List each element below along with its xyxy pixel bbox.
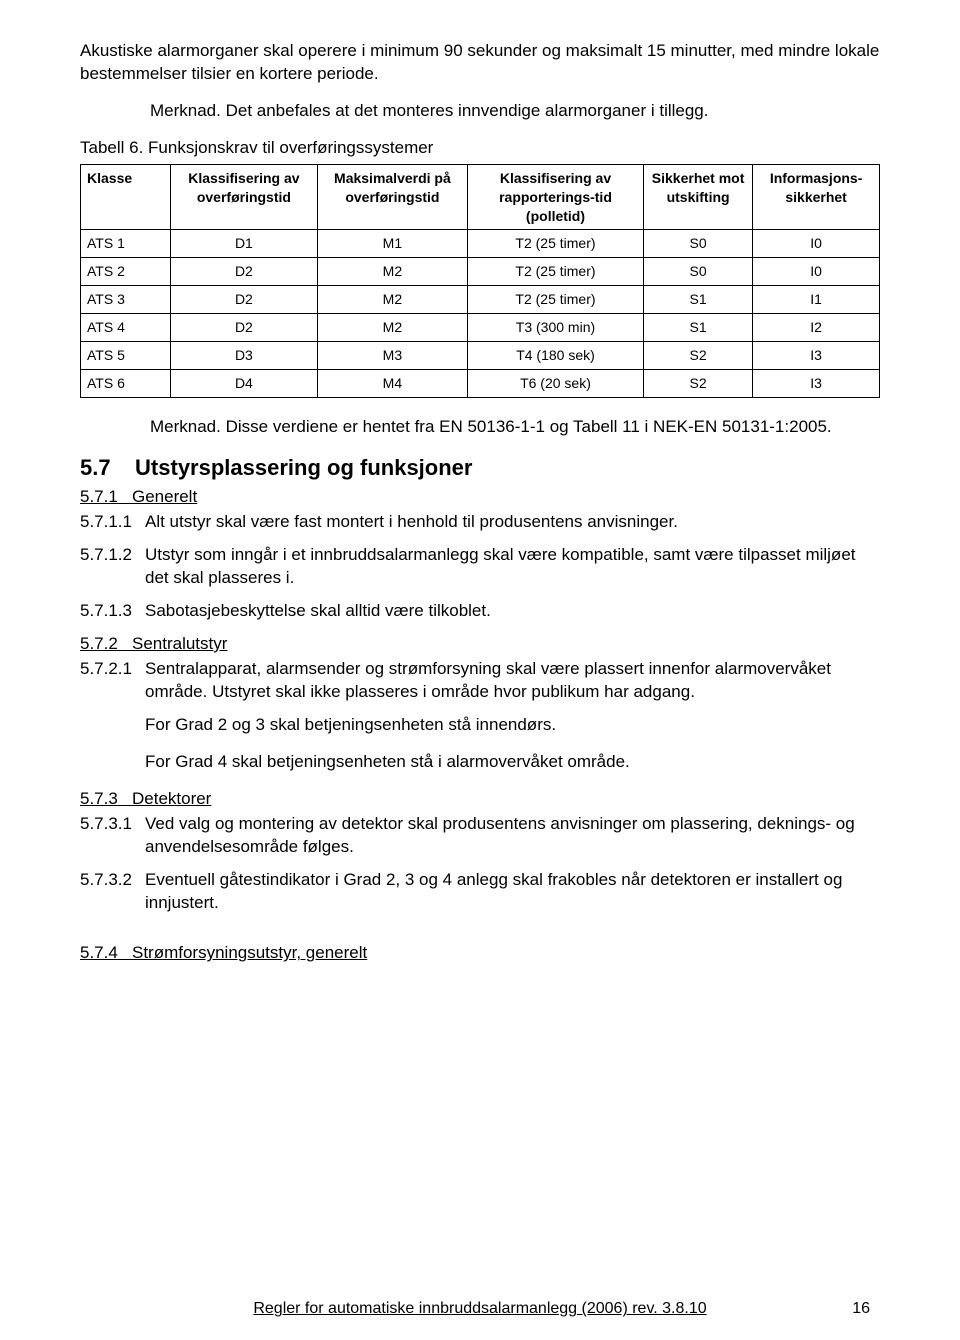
item-body: Sabotasjebeskyttelse skal alltid være ti… <box>145 600 880 623</box>
section-num: 5.7 <box>80 455 111 480</box>
item-5-7-3-1: 5.7.3.1 Ved valg og montering av detekto… <box>80 813 880 859</box>
cell: I0 <box>753 230 880 258</box>
cell: I2 <box>753 314 880 342</box>
cell: ATS 2 <box>81 258 171 286</box>
cell: ATS 6 <box>81 369 171 397</box>
cell: M4 <box>317 369 467 397</box>
cell: M2 <box>317 286 467 314</box>
footer: Regler for automatiske innbruddsalarmanl… <box>0 1298 960 1320</box>
merknad-1: Merknad. Det anbefales at det monteres i… <box>150 100 880 123</box>
cell: M3 <box>317 341 467 369</box>
cell: I1 <box>753 286 880 314</box>
sub-5-7-3: 5.7.3 Detektorer <box>80 788 880 811</box>
cell: ATS 3 <box>81 286 171 314</box>
item-body: Utstyr som inngår i et innbruddsalarmanl… <box>145 544 880 590</box>
sub-5-7-1: 5.7.1 Generelt <box>80 486 880 509</box>
sub-num: 5.7.3 <box>80 789 118 808</box>
section-5-7-head: 5.7 Utstyrsplassering og funksjoner <box>80 453 880 483</box>
item-5-7-2-1: 5.7.2.1 Sentralapparat, alarmsender og s… <box>80 658 880 704</box>
para-grad23: For Grad 2 og 3 skal betjeningsenheten s… <box>145 714 880 737</box>
table-title: Tabell 6. Funksjonskrav til overføringss… <box>80 137 880 160</box>
cell: ATS 1 <box>81 230 171 258</box>
cell: S1 <box>643 314 752 342</box>
para-grad4: For Grad 4 skal betjeningsenheten stå i … <box>145 751 880 774</box>
sub-num: 5.7.4 <box>80 943 118 962</box>
item-5-7-1-3: 5.7.1.3 Sabotasjebeskyttelse skal alltid… <box>80 600 880 623</box>
item-num: 5.7.3.1 <box>80 813 145 859</box>
sub-5-7-2: 5.7.2 Sentralutstyr <box>80 633 880 656</box>
th-sikk: Sikkerhet mot utskifting <box>643 164 752 230</box>
item-body: Eventuell gåtestindikator i Grad 2, 3 og… <box>145 869 880 915</box>
page-number: 16 <box>852 1298 870 1320</box>
item-num: 5.7.1.2 <box>80 544 145 590</box>
item-num: 5.7.3.2 <box>80 869 145 915</box>
cell: S0 <box>643 258 752 286</box>
cell: D2 <box>171 258 318 286</box>
cell: D2 <box>171 314 318 342</box>
merknad-2: Merknad. Disse verdiene er hentet fra EN… <box>150 416 880 439</box>
cell: ATS 5 <box>81 341 171 369</box>
table-row: ATS 4 D2 M2 T3 (300 min) S1 I2 <box>81 314 880 342</box>
intro-para: Akustiske alarmorganer skal operere i mi… <box>80 40 880 86</box>
cell: I3 <box>753 341 880 369</box>
cell: T4 (180 sek) <box>468 341 644 369</box>
item-5-7-1-1: 5.7.1.1 Alt utstyr skal være fast monter… <box>80 511 880 534</box>
item-5-7-3-2: 5.7.3.2 Eventuell gåtestindikator i Grad… <box>80 869 880 915</box>
table-row: ATS 2 D2 M2 T2 (25 timer) S0 I0 <box>81 258 880 286</box>
table-row: ATS 1 D1 M1 T2 (25 timer) S0 I0 <box>81 230 880 258</box>
table-row: ATS 3 D2 M2 T2 (25 timer) S1 I1 <box>81 286 880 314</box>
cell: D3 <box>171 341 318 369</box>
sub-num: 5.7.1 <box>80 487 118 506</box>
cell: T2 (25 timer) <box>468 258 644 286</box>
cell: D4 <box>171 369 318 397</box>
cell: D1 <box>171 230 318 258</box>
cell: M2 <box>317 258 467 286</box>
table-funksjonskrav: Klasse Klassifisering av overføringstid … <box>80 164 880 398</box>
th-maks: Maksimalverdi på overføringstid <box>317 164 467 230</box>
th-info: Informasjons-sikkerhet <box>753 164 880 230</box>
item-body: Ved valg og montering av detektor skal p… <box>145 813 880 859</box>
item-5-7-1-2: 5.7.1.2 Utstyr som inngår i et innbrudds… <box>80 544 880 590</box>
cell: T6 (20 sek) <box>468 369 644 397</box>
sub-num: 5.7.2 <box>80 634 118 653</box>
cell: S2 <box>643 341 752 369</box>
sub-txt: Detektorer <box>132 789 211 808</box>
sub-txt: Generelt <box>132 487 197 506</box>
sub-txt: Strømforsyningsutstyr, generelt <box>132 943 367 962</box>
cell: S2 <box>643 369 752 397</box>
cell: ATS 4 <box>81 314 171 342</box>
cell: I0 <box>753 258 880 286</box>
item-num: 5.7.1.1 <box>80 511 145 534</box>
cell: D2 <box>171 286 318 314</box>
sub-txt: Sentralutstyr <box>132 634 227 653</box>
th-klass-overf: Klassifisering av overføringstid <box>171 164 318 230</box>
cell: M2 <box>317 314 467 342</box>
item-num: 5.7.2.1 <box>80 658 145 704</box>
table-row: ATS 6 D4 M4 T6 (20 sek) S2 I3 <box>81 369 880 397</box>
item-num: 5.7.1.3 <box>80 600 145 623</box>
cell: S0 <box>643 230 752 258</box>
footer-text: Regler for automatiske innbruddsalarmanl… <box>253 1300 706 1317</box>
th-klasse: Klasse <box>81 164 171 230</box>
cell: S1 <box>643 286 752 314</box>
item-body: Sentralapparat, alarmsender og strømfors… <box>145 658 880 704</box>
cell: M1 <box>317 230 467 258</box>
section-txt: Utstyrsplassering og funksjoner <box>135 455 472 480</box>
th-klass-rapp: Klassifisering av rapporterings-tid (pol… <box>468 164 644 230</box>
cell: I3 <box>753 369 880 397</box>
cell: T2 (25 timer) <box>468 286 644 314</box>
table-row: ATS 5 D3 M3 T4 (180 sek) S2 I3 <box>81 341 880 369</box>
item-body: Alt utstyr skal være fast montert i henh… <box>145 511 880 534</box>
sub-5-7-4: 5.7.4 Strømforsyningsutstyr, generelt <box>80 942 880 965</box>
cell: T2 (25 timer) <box>468 230 644 258</box>
cell: T3 (300 min) <box>468 314 644 342</box>
